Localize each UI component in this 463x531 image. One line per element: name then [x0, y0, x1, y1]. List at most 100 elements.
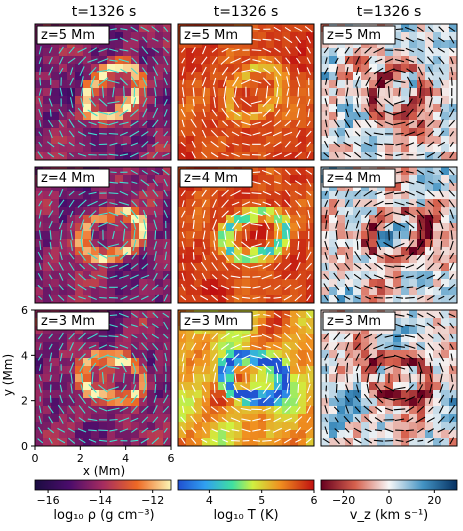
velocity-arrow — [163, 55, 169, 66]
heatmap-cell — [298, 72, 307, 81]
heatmap-cell — [107, 152, 116, 161]
heatmap-cell — [290, 422, 299, 431]
velocity-arrow — [406, 76, 413, 87]
heatmap-cell — [186, 295, 195, 304]
heatmap-cell — [274, 271, 283, 280]
velocity-arrow — [107, 243, 120, 248]
heatmap-cell — [43, 406, 52, 415]
heatmap-cell — [115, 191, 124, 200]
heatmap-cell — [123, 326, 132, 335]
velocity-arrow — [231, 251, 240, 261]
heatmap-cell — [139, 56, 148, 65]
heatmap-cell — [433, 406, 442, 415]
velocity-arrow — [69, 362, 75, 373]
heatmap-cell — [131, 199, 140, 208]
heatmap-cell — [393, 438, 402, 447]
heatmap-cell — [274, 191, 283, 200]
heatmap-cell — [107, 430, 116, 439]
velocity-arrow — [119, 109, 129, 117]
heatmap-cell — [441, 342, 450, 351]
velocity-arrow — [405, 201, 414, 206]
heatmap-cell — [250, 112, 259, 121]
heatmap-cell — [131, 144, 140, 153]
heatmap-cell — [393, 72, 402, 81]
heatmap-cell — [218, 279, 227, 288]
heatmap-cell — [250, 326, 259, 335]
velocity-arrow — [211, 119, 218, 128]
heatmap-cell — [425, 422, 434, 431]
heatmap-cell — [385, 64, 394, 73]
velocity-arrow — [78, 405, 86, 414]
heatmap-cell — [329, 374, 338, 383]
heatmap-cell — [35, 120, 44, 129]
heatmap-cell — [67, 136, 76, 145]
velocity-arrow — [48, 294, 53, 302]
heatmap-cell — [345, 215, 354, 224]
velocity-arrow — [373, 439, 384, 442]
heatmap-cell — [51, 56, 60, 65]
velocity-arrow — [49, 109, 52, 117]
heatmap-cell — [266, 215, 275, 224]
velocity-arrow — [333, 199, 340, 208]
velocity-arrow — [295, 220, 301, 229]
velocity-arrow — [322, 438, 330, 444]
heatmap-cell — [218, 366, 227, 375]
velocity-arrow — [130, 312, 138, 318]
velocity-arrow — [416, 274, 425, 280]
heatmap-cell — [226, 279, 235, 288]
velocity-arrow — [141, 67, 148, 75]
heatmap-cell — [337, 255, 346, 264]
heatmap-cell — [83, 342, 92, 351]
velocity-arrow — [416, 119, 424, 128]
heatmap-cell — [155, 271, 164, 280]
heatmap-cell — [234, 88, 243, 97]
velocity-arrow — [49, 88, 52, 96]
velocity-arrow — [130, 142, 139, 147]
heatmap-cell — [115, 239, 124, 248]
velocity-arrow — [334, 362, 339, 373]
heatmap-cell — [43, 295, 52, 304]
heatmap-cell — [186, 279, 195, 288]
heatmap-cell — [369, 64, 378, 73]
velocity-arrow — [305, 169, 313, 175]
heatmap-cell — [298, 414, 307, 423]
heatmap-cell — [258, 215, 267, 224]
heatmap-cell — [449, 136, 458, 145]
heatmap-cell — [369, 136, 378, 145]
heatmap-cell — [282, 80, 291, 89]
heatmap-cell — [226, 366, 235, 375]
velocity-arrow — [234, 228, 237, 242]
velocity-arrow — [323, 273, 330, 281]
velocity-arrow — [123, 86, 125, 98]
heatmap-cell — [131, 152, 140, 161]
heatmap-cell — [337, 88, 346, 97]
heatmap-cell — [250, 72, 259, 81]
heatmap-cell — [186, 48, 195, 57]
velocity-arrow — [273, 352, 282, 362]
heatmap-cell — [337, 390, 346, 399]
heatmap-cell — [369, 414, 378, 423]
heatmap-cell — [202, 56, 211, 65]
heatmap-cell — [274, 112, 283, 121]
heatmap-cell — [210, 406, 219, 415]
heatmap-cell — [107, 80, 116, 89]
velocity-arrow — [119, 344, 129, 349]
velocity-arrow — [38, 46, 42, 55]
heatmap-cell — [194, 255, 203, 264]
heatmap-cell — [155, 128, 164, 137]
heatmap-cell — [123, 72, 132, 81]
velocity-arrow — [49, 363, 52, 372]
heatmap-cell — [417, 398, 426, 407]
heatmap-cell — [218, 112, 227, 121]
heatmap-cell — [417, 215, 426, 224]
heatmap-cell — [91, 255, 100, 264]
heatmap-cell — [417, 271, 426, 280]
heatmap-cell — [321, 231, 330, 240]
velocity-arrow — [394, 58, 405, 63]
heatmap-cell — [242, 215, 251, 224]
heatmap-cell — [345, 120, 354, 129]
velocity-arrow — [78, 209, 86, 219]
heatmap-cell — [425, 231, 434, 240]
heatmap-cell — [369, 72, 378, 81]
heatmap-cell — [353, 72, 362, 81]
